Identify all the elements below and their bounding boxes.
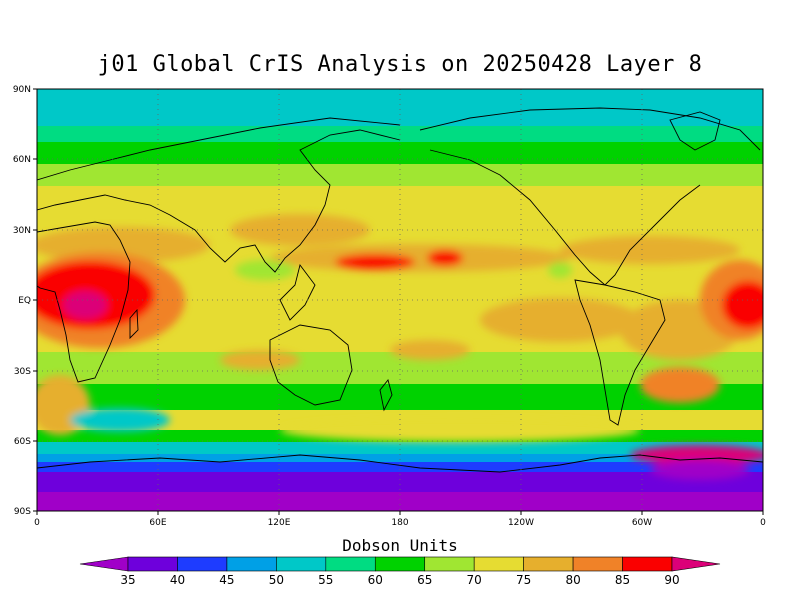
ozone-anomaly-patches <box>37 214 763 480</box>
lon-tick-180: 180 <box>391 518 408 528</box>
patch-indian-ocean <box>220 350 300 370</box>
colorbar-tick-label: 60 <box>368 573 383 587</box>
lon-tick-60w: 60W <box>632 518 652 528</box>
patch-s-ridge-yellow <box>280 418 640 442</box>
colorbar-tick-label: 90 <box>664 573 679 587</box>
new-zealand-coast <box>379 379 393 412</box>
patch-e-pacific <box>480 298 640 342</box>
colorbar-tick-label: 40 <box>170 573 185 587</box>
colorbar-swatch <box>572 556 623 572</box>
colorbar-tick-label: 75 <box>516 573 531 587</box>
colorbar-tick-label: 65 <box>417 573 432 587</box>
south-america-coast <box>574 279 666 426</box>
patch-s-indian-cyan <box>70 408 170 432</box>
colorbar-arrow-low <box>79 556 129 572</box>
patch-n-pacific-belt <box>270 244 570 272</box>
colorbar-tick-label: 50 <box>269 573 284 587</box>
colorbar-swatch <box>622 556 673 572</box>
antarctica-coast <box>37 454 763 473</box>
colorbar-swatch <box>127 556 178 572</box>
colorbar-swatch <box>226 556 277 572</box>
lon-tick-120e: 120E <box>268 518 291 528</box>
colorbar-swatch <box>473 556 524 572</box>
patch-atlantic-red <box>722 281 763 329</box>
lat-tick-60s: 60S <box>14 437 31 447</box>
lat-tick-90n: 90N <box>13 85 31 95</box>
map-title: j01 Global CrIS Analysis on 20250428 Lay… <box>97 52 703 77</box>
colorbar-title: Dobson Units <box>342 536 458 555</box>
lat-tick-30n: 30N <box>13 226 31 236</box>
lon-tick-0-left: 0 <box>34 518 40 528</box>
band-antarctic-core <box>37 492 763 511</box>
patch-antarctic-pink <box>630 445 763 465</box>
colorbar-tick-label: 80 <box>565 573 580 587</box>
lat-tick-60n: 60N <box>13 155 31 165</box>
patch-argentina <box>640 367 720 403</box>
colorbar-swatch <box>325 556 376 572</box>
australia-coast <box>269 324 353 406</box>
colorbar-tick-label: 45 <box>219 573 234 587</box>
north-america-north-coast <box>419 107 761 151</box>
longitude-axis: 0 60E 120E 180 120W 60W 0 <box>34 511 766 528</box>
patch-caribbean <box>548 262 572 278</box>
africa-coast <box>37 221 131 383</box>
lat-tick-90s: 90S <box>14 507 31 517</box>
colorbar-tick-label: 35 <box>120 573 135 587</box>
lat-tick-eq: EQ <box>18 296 31 306</box>
colorbar-swatch <box>276 556 327 572</box>
colorbar-tick-label: 70 <box>467 573 482 587</box>
patch-africa-magenta <box>63 291 107 319</box>
lon-tick-0-right: 0 <box>760 518 766 528</box>
patch-n-atlantic-belt <box>560 236 740 264</box>
colorbar-tick-label: 85 <box>615 573 630 587</box>
colorbar-swatch <box>374 556 426 572</box>
patch-pacific-red-2 <box>427 250 463 266</box>
colorbar-swatch <box>424 556 475 572</box>
lon-tick-marks <box>36 511 764 515</box>
colorbar-arrow-high <box>671 556 721 572</box>
north-america-south-coast <box>429 149 701 286</box>
patch-india <box>230 214 370 246</box>
colorbar-tick-label: 55 <box>318 573 333 587</box>
lon-tick-60e: 60E <box>149 518 166 528</box>
patch-s-pacific <box>390 340 470 360</box>
coastlines <box>37 107 763 473</box>
greenland-coast <box>669 111 721 151</box>
lon-tick-120w: 120W <box>508 518 534 528</box>
patch-pacific-red <box>335 254 415 270</box>
graticule <box>37 89 763 511</box>
eurasia-south-coast <box>37 129 401 273</box>
colorbar: 35 40 45 50 55 60 65 70 75 80 85 90 <box>79 556 721 587</box>
eurasia-north-coast <box>37 117 401 181</box>
band-s-polar <box>37 462 763 474</box>
madagascar-coast <box>129 308 139 340</box>
lat-tick-30s: 30S <box>14 367 31 377</box>
colorbar-swatch <box>177 556 228 572</box>
lat-tick-marks <box>33 88 37 512</box>
latitude-axis: 90N 60N 30N EQ 30S 60S 90S <box>13 85 37 517</box>
patch-bay-of-bengal <box>235 260 295 280</box>
colorbar-swatch <box>523 556 574 572</box>
patch-antarctic-purple <box>650 460 750 480</box>
southeast-asia-islands <box>279 263 316 321</box>
